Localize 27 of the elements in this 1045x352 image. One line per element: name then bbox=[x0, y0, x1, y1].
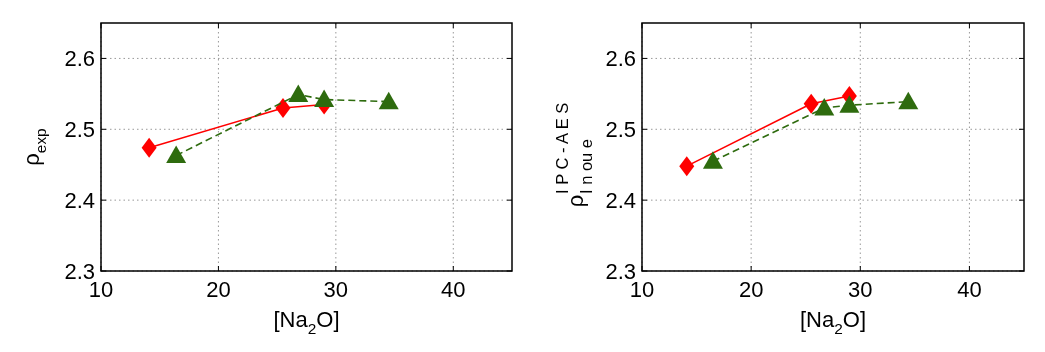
point bbox=[288, 84, 309, 103]
point bbox=[839, 95, 860, 113]
x-tick-label: 40 bbox=[957, 277, 982, 302]
point bbox=[378, 91, 399, 110]
x-tick-label: 20 bbox=[206, 277, 231, 302]
y-tick-label: 2.5 bbox=[605, 117, 636, 143]
point bbox=[141, 137, 157, 158]
x-tick-label: 30 bbox=[323, 277, 349, 302]
y-tick-label: 2.6 bbox=[64, 46, 95, 72]
x-tick-label: 20 bbox=[738, 277, 764, 302]
x-tick-label: 40 bbox=[441, 277, 466, 302]
y-tick-label: 2.4 bbox=[605, 188, 636, 214]
y-tick-label: 2.6 bbox=[605, 46, 636, 72]
point bbox=[166, 145, 187, 163]
y-axis-title: ρI P C - A E SI n ou e bbox=[552, 102, 596, 208]
point bbox=[314, 89, 335, 108]
x-axis-title: [Na$_{2}$O] bbox=[799, 307, 867, 337]
y-tick-label: 2.4 bbox=[64, 188, 95, 214]
x-tick-label: 30 bbox=[848, 277, 873, 302]
x-axis-title: [Na$_{2}$O] bbox=[273, 307, 340, 337]
point bbox=[679, 156, 695, 177]
point bbox=[275, 98, 291, 119]
point bbox=[898, 91, 919, 110]
point bbox=[814, 98, 835, 116]
y-tick-label: 2.5 bbox=[64, 117, 95, 143]
point bbox=[702, 151, 723, 169]
point bbox=[803, 93, 819, 114]
